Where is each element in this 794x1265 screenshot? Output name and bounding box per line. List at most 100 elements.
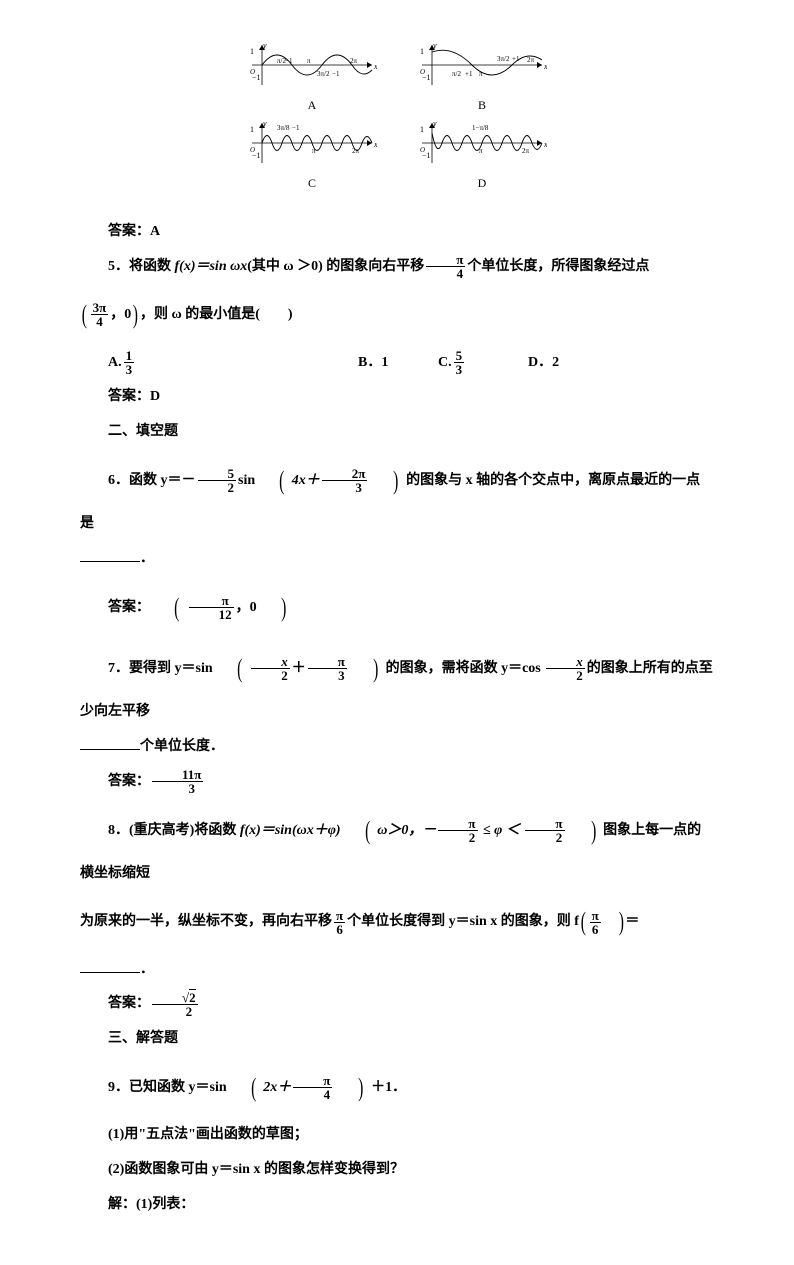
svg-text:2π: 2π xyxy=(352,147,360,155)
graph-b: 1 −1 O x y π/2+1 π 3π/2+1 2π B xyxy=(417,40,547,118)
q9-t2: ＋1． xyxy=(371,1080,406,1095)
q5-pointy: 0 xyxy=(124,307,131,322)
q6-sin: sin xyxy=(238,473,255,488)
q9-part1: (1)用"五点法"画出函数的草图； xyxy=(80,1120,714,1151)
q7-cosx2: x2 xyxy=(546,655,585,682)
q6-52: 52 xyxy=(198,467,237,494)
q5-pi4: π4 xyxy=(426,253,465,280)
svg-text:2π: 2π xyxy=(350,57,358,65)
q6-4x: 4x＋ xyxy=(292,473,320,488)
lparen-icon: ( xyxy=(262,452,284,509)
q8-pi2a: π2 xyxy=(438,817,477,844)
svg-text:π: π xyxy=(307,57,311,65)
q8-line1: 8．(重庆高考)将函数 f(x)＝sin(ωx＋φ)(ω＞0，－π2 ≤ φ ＜… xyxy=(80,802,714,890)
svg-text:π: π xyxy=(479,70,483,78)
svg-text:3π/8: 3π/8 xyxy=(277,124,290,132)
graph-c-label: C xyxy=(308,170,316,196)
rparen-icon: ) xyxy=(618,893,623,950)
svg-text:x: x xyxy=(543,140,547,149)
q5-t4: ，则 ω 的最小值是( ) xyxy=(140,307,293,322)
svg-text:x: x xyxy=(373,140,377,149)
q6-answer: 答案：(π12，0) xyxy=(80,579,714,636)
q9-2x: 2x＋ xyxy=(263,1080,291,1095)
lparen-icon: ( xyxy=(157,579,179,636)
graph-b-label: B xyxy=(478,92,486,118)
q6-period: ． xyxy=(140,551,154,566)
q9-pi4: π4 xyxy=(293,1074,332,1101)
q6-ans-y: 0 xyxy=(250,600,257,615)
q5-3pi4: 3π4 xyxy=(91,301,109,328)
graph-d: 1 −1 O x y 1−π/8 π 2π D xyxy=(417,118,547,196)
section3-title: 三、解答题 xyxy=(80,1024,714,1055)
svg-text:π/2: π/2 xyxy=(452,70,461,78)
q7-text: 7．要得到 y＝sin(x2＋π3)的图象，需将函数 y＝cos x2的图象上所… xyxy=(80,640,714,728)
svg-text:y: y xyxy=(262,119,267,128)
q8-le: ≤ φ ＜ xyxy=(480,822,524,837)
q8-answer: 答案：√22 xyxy=(80,989,714,1020)
q7-t2: 的图象，需将函数 y＝cos xyxy=(386,661,545,676)
q5-optA: A.13 xyxy=(108,348,358,379)
svg-text:1: 1 xyxy=(250,125,254,134)
q6-ans-label: 答案： xyxy=(108,600,150,615)
q5-fx: f(x)＝sin ωx xyxy=(175,259,248,274)
q8-l2a: 为原来的一半，纵坐标不变，再向右平移 xyxy=(80,914,332,929)
svg-text:2π: 2π xyxy=(522,147,530,155)
svg-text:3π/2: 3π/2 xyxy=(497,55,510,63)
q8-sqrt22: √22 xyxy=(152,991,198,1018)
q8-pi2b: π2 xyxy=(525,817,564,844)
q9-text: 9．已知函数 y＝sin (2x＋π4) ＋1． xyxy=(80,1059,714,1116)
q5-options: A.13 B．1 C.53 D．2 xyxy=(108,348,714,379)
q5-optD: D．2 xyxy=(528,348,588,379)
svg-text:−1: −1 xyxy=(332,70,340,78)
graph-row-1: 1 −1 O x y π/2−1 π 3π/2−1 2π A 1 −1 O xyxy=(247,40,547,118)
svg-text:1: 1 xyxy=(250,47,254,56)
q7-pi3: π3 xyxy=(308,655,347,682)
answer-choice-graphs: 1 −1 O x y π/2−1 π 3π/2−1 2π A 1 −1 O xyxy=(80,40,714,197)
q6-text: 6．函数 y＝－52sin(4x＋2π3)的图象与 x 轴的各个交点中，离原点最… xyxy=(80,452,714,540)
graph-b-svg: 1 −1 O x y π/2+1 π 3π/2+1 2π xyxy=(417,40,547,90)
q5-t2: (其中 ω ＞0) 的图象向右平移 xyxy=(247,259,424,274)
blank-icon xyxy=(80,955,140,973)
svg-text:O: O xyxy=(250,68,255,76)
q9-sol: 解：(1)列表： xyxy=(80,1190,714,1221)
rparen-icon: ) xyxy=(133,286,138,343)
q5-answer: 答案：D xyxy=(80,382,714,413)
svg-text:1−π/8: 1−π/8 xyxy=(472,124,489,132)
q6-pi12: π12 xyxy=(189,594,234,621)
q5-optB: B．1 xyxy=(358,348,438,379)
blank-icon xyxy=(80,732,140,750)
q9-t1: 9．已知函数 y＝sin xyxy=(108,1080,227,1095)
q7-plus: ＋ xyxy=(292,661,306,676)
section2-title: 二、填空题 xyxy=(80,417,714,448)
q8-fx: f(x)＝sin(ωx＋φ) xyxy=(240,822,341,837)
q5-t1: 5．将函数 xyxy=(108,259,175,274)
lparen-icon: ( xyxy=(220,640,242,697)
graph-a-svg: 1 −1 O x y π/2−1 π 3π/2−1 2π xyxy=(247,40,377,90)
blank-icon xyxy=(80,544,140,562)
rparen-icon: ) xyxy=(574,802,596,859)
graph-c: 1 −1 O x y 3π/8−1 π 2π C xyxy=(247,118,377,196)
q7-ans-label: 答案： xyxy=(108,774,150,789)
q9-part2: (2)函数图象可由 y＝sin x 的图象怎样变换得到？ xyxy=(80,1155,714,1186)
q5-point-line: (3π4，0)，则 ω 的最小值是( ) xyxy=(80,286,714,343)
graph-a: 1 −1 O x y π/2−1 π 3π/2−1 2π A xyxy=(247,40,377,118)
svg-text:x: x xyxy=(543,62,547,71)
rparen-icon: ) xyxy=(342,1059,364,1116)
rparen-icon: ) xyxy=(264,579,286,636)
q6-blank-line: ． xyxy=(80,544,714,575)
q8-conda: ω＞0，－ xyxy=(377,822,436,837)
q8-line2: 为原来的一半，纵坐标不变，再向右平移π6个单位长度得到 y＝sin x 的图象，… xyxy=(80,893,714,950)
svg-text:1: 1 xyxy=(420,47,424,56)
q8-prefix: 8．(重庆高考)将函数 xyxy=(108,822,240,837)
q8-pi6: π6 xyxy=(334,909,345,936)
svg-text:y: y xyxy=(432,41,437,50)
rparen-icon: ) xyxy=(356,640,378,697)
q5-t3: 个单位长度，所得图象经过点 xyxy=(467,259,649,274)
graph-a-label: A xyxy=(308,92,317,118)
svg-text:y: y xyxy=(262,41,267,50)
svg-text:1: 1 xyxy=(420,125,424,134)
graph-c-svg: 1 −1 O x y 3π/8−1 π 2π xyxy=(247,118,377,168)
lparen-icon: ( xyxy=(234,1059,256,1116)
svg-text:π: π xyxy=(479,147,483,155)
q6-2pi3: 2π3 xyxy=(322,467,368,494)
